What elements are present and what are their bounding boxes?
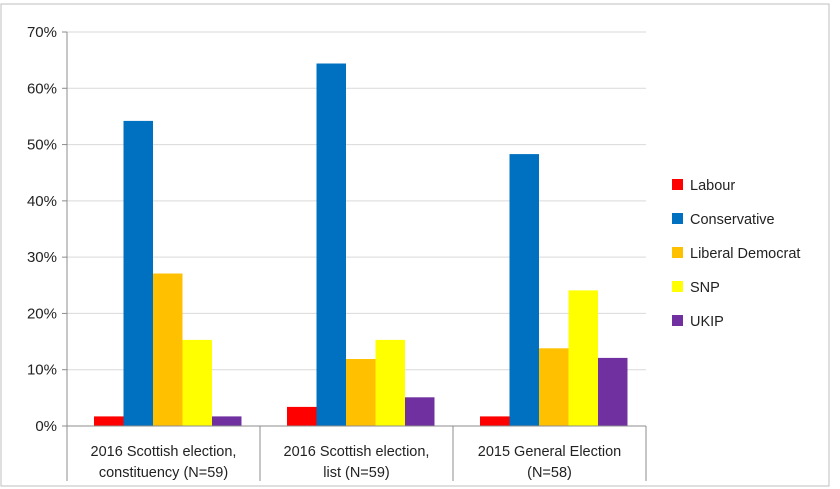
y-tick-label: 40% (27, 193, 57, 210)
x-axis-category-labels: 2016 Scottish election, constituency (N=5… (91, 444, 622, 481)
bar-labour (480, 416, 510, 426)
bar-labour (94, 416, 124, 426)
x-category-label: constituency (N=59) (99, 465, 228, 481)
x-category-label: 2016 Scottish election, (91, 444, 237, 460)
y-tick-label: 20% (27, 305, 57, 322)
x-category-label: 2016 Scottish election, (284, 444, 430, 460)
bar-conservative (123, 120, 153, 427)
legend-label: Labour (690, 178, 735, 194)
bar-snp (568, 290, 598, 426)
bar-conservative (316, 63, 346, 426)
y-tick-label: 50% (27, 137, 57, 154)
x-category-label: (N=58) (527, 465, 572, 481)
legend-swatch-snp (672, 281, 683, 292)
y-tick-label: 30% (27, 249, 57, 266)
bar-liberal-democrat (539, 348, 569, 426)
bars (94, 63, 628, 427)
legend-label: Liberal Democrat (690, 246, 800, 262)
bar-ukip (598, 357, 628, 426)
y-tick-label: 60% (27, 80, 57, 97)
legend-swatch-ukip (672, 315, 683, 326)
bar-ukip (212, 416, 242, 426)
legend-swatch-labour (672, 179, 683, 190)
legend-label: SNP (690, 280, 720, 296)
bar-labour (287, 406, 317, 426)
bar-snp (182, 339, 212, 426)
legend-swatch-liberal-democrat (672, 247, 683, 258)
x-category-label: 2015 General Election (478, 444, 622, 460)
legend-label: Conservative (690, 212, 775, 228)
bar-conservative (509, 154, 539, 426)
bar-liberal-democrat (346, 359, 376, 426)
legend-swatch-conservative (672, 213, 683, 224)
y-tick-label: 0% (35, 418, 57, 435)
bar-liberal-democrat (153, 273, 183, 426)
legend: Labour Conservative Liberal Democrat SNP UKI… (672, 178, 800, 330)
y-tick-label: 70% (27, 24, 57, 41)
axes (66, 32, 647, 481)
x-category-label: list (N=59) (323, 465, 389, 481)
bar-snp (375, 339, 405, 426)
legend-label: UKIP (690, 314, 724, 330)
y-axis-tick-labels: 0% 10% 20% 30% 40% 50% 60% 70% (27, 24, 57, 435)
y-tick-label: 10% (27, 362, 57, 379)
bar-ukip (405, 397, 435, 426)
